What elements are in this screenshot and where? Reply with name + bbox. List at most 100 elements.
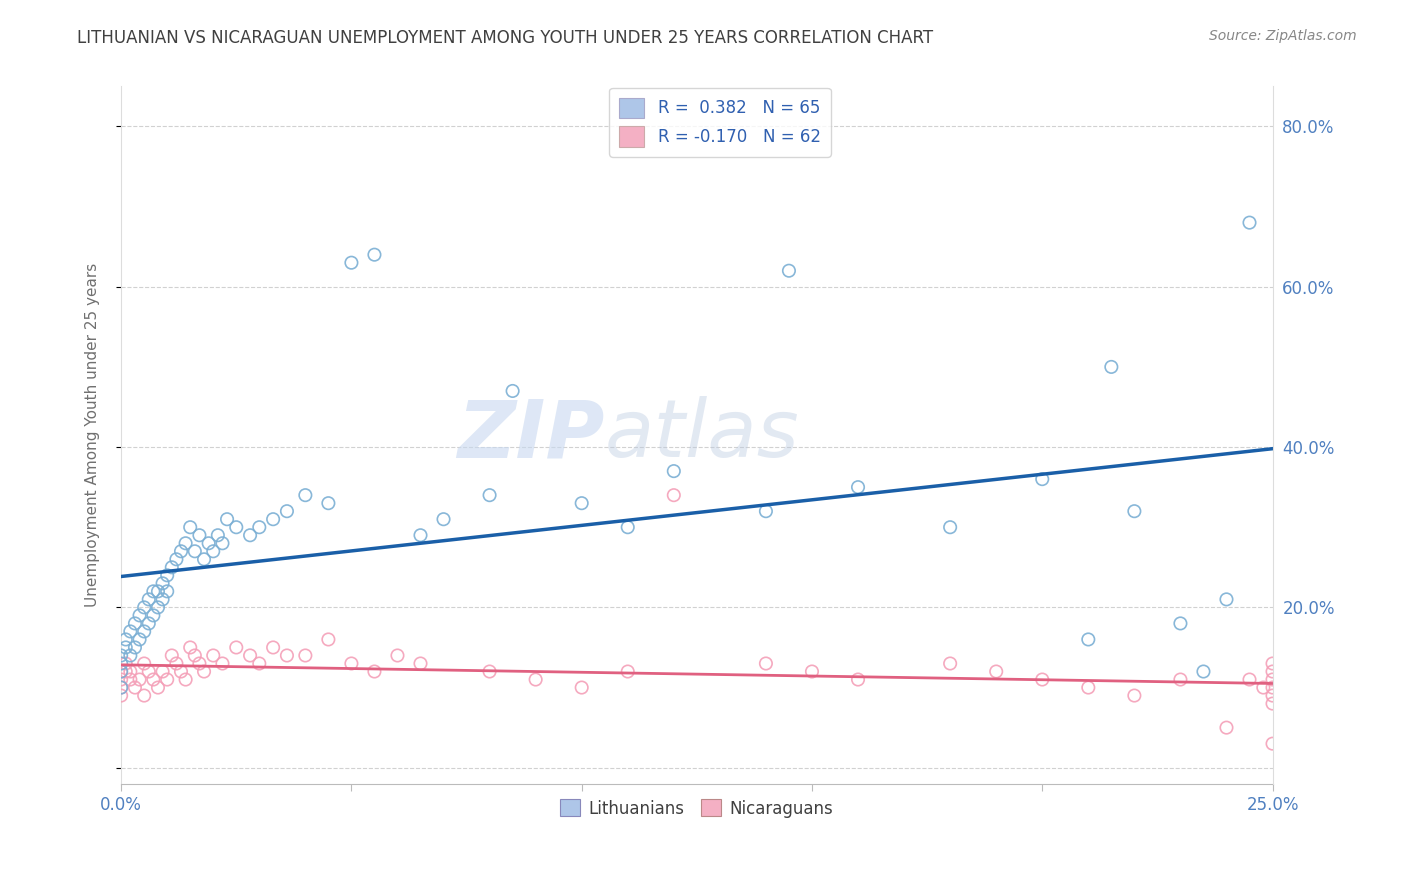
Point [409, 528, 432, 542]
Point [120, 665, 142, 679]
Point [755, 504, 778, 518]
Point [1261, 681, 1284, 695]
Text: LITHUANIAN VS NICARAGUAN UNEMPLOYMENT AMONG YOUTH UNDER 25 YEARS CORRELATION CHA: LITHUANIAN VS NICARAGUAN UNEMPLOYMENT AM… [77, 29, 934, 46]
Point [114, 632, 136, 647]
Point [134, 657, 156, 671]
Point [128, 673, 150, 687]
Text: Source: ZipAtlas.com: Source: ZipAtlas.com [1209, 29, 1357, 43]
Point [363, 248, 385, 262]
Point [225, 520, 247, 534]
Point [1261, 737, 1284, 751]
Point [138, 616, 160, 631]
Point [478, 488, 501, 502]
Point [170, 544, 193, 558]
Point [276, 648, 298, 663]
Point [193, 552, 215, 566]
Point [146, 584, 169, 599]
Point [120, 673, 142, 687]
Point [846, 673, 869, 687]
Point [110, 681, 132, 695]
Point [114, 665, 136, 679]
Point [276, 504, 298, 518]
Point [1077, 681, 1099, 695]
Point [142, 584, 165, 599]
Point [502, 384, 524, 398]
Point [152, 665, 174, 679]
Point [478, 665, 501, 679]
Point [778, 264, 800, 278]
Point [1077, 632, 1099, 647]
Point [156, 673, 179, 687]
Point [134, 600, 156, 615]
Point [387, 648, 409, 663]
Point [1261, 689, 1284, 703]
Point [120, 648, 142, 663]
Point [1261, 665, 1284, 679]
Point [179, 640, 201, 655]
Point [134, 624, 156, 639]
Point [215, 512, 238, 526]
Point [110, 657, 132, 671]
Point [211, 536, 233, 550]
Point [662, 488, 685, 502]
Point [247, 520, 270, 534]
Point [188, 528, 211, 542]
Point [174, 536, 197, 550]
Point [1031, 472, 1053, 486]
Point [124, 616, 146, 631]
Point [179, 520, 201, 534]
Point [846, 480, 869, 494]
Point [1099, 359, 1122, 374]
Point [128, 632, 150, 647]
Point [156, 568, 179, 582]
Point [1170, 673, 1192, 687]
Point [1239, 216, 1261, 230]
Point [184, 544, 207, 558]
Point [170, 665, 193, 679]
Point [409, 657, 432, 671]
Point [110, 648, 132, 663]
Point [114, 657, 136, 671]
Point [239, 528, 262, 542]
Point [1215, 721, 1237, 735]
Point [202, 544, 225, 558]
Point [262, 640, 284, 655]
Point [110, 665, 132, 679]
Point [294, 488, 316, 502]
Point [755, 657, 778, 671]
Point [202, 648, 225, 663]
Point [1239, 673, 1261, 687]
Point [138, 592, 160, 607]
Point [138, 665, 160, 679]
Point [432, 512, 454, 526]
Point [1123, 689, 1146, 703]
Point [124, 640, 146, 655]
Point [1215, 592, 1237, 607]
Point [1031, 673, 1053, 687]
Point [152, 576, 174, 591]
Point [225, 640, 247, 655]
Point [146, 600, 169, 615]
Point [110, 681, 132, 695]
Point [662, 464, 685, 478]
Point [156, 584, 179, 599]
Point [1261, 673, 1284, 687]
Point [197, 536, 219, 550]
Point [239, 648, 262, 663]
Point [571, 681, 593, 695]
Point [262, 512, 284, 526]
Point [1253, 681, 1275, 695]
Point [571, 496, 593, 510]
Point [160, 648, 183, 663]
Point [363, 665, 385, 679]
Point [142, 608, 165, 623]
Point [188, 657, 211, 671]
Point [110, 673, 132, 687]
Point [939, 520, 962, 534]
Point [110, 689, 132, 703]
Point [146, 681, 169, 695]
Point [184, 648, 207, 663]
Point [939, 657, 962, 671]
Point [142, 673, 165, 687]
Point [247, 657, 270, 671]
